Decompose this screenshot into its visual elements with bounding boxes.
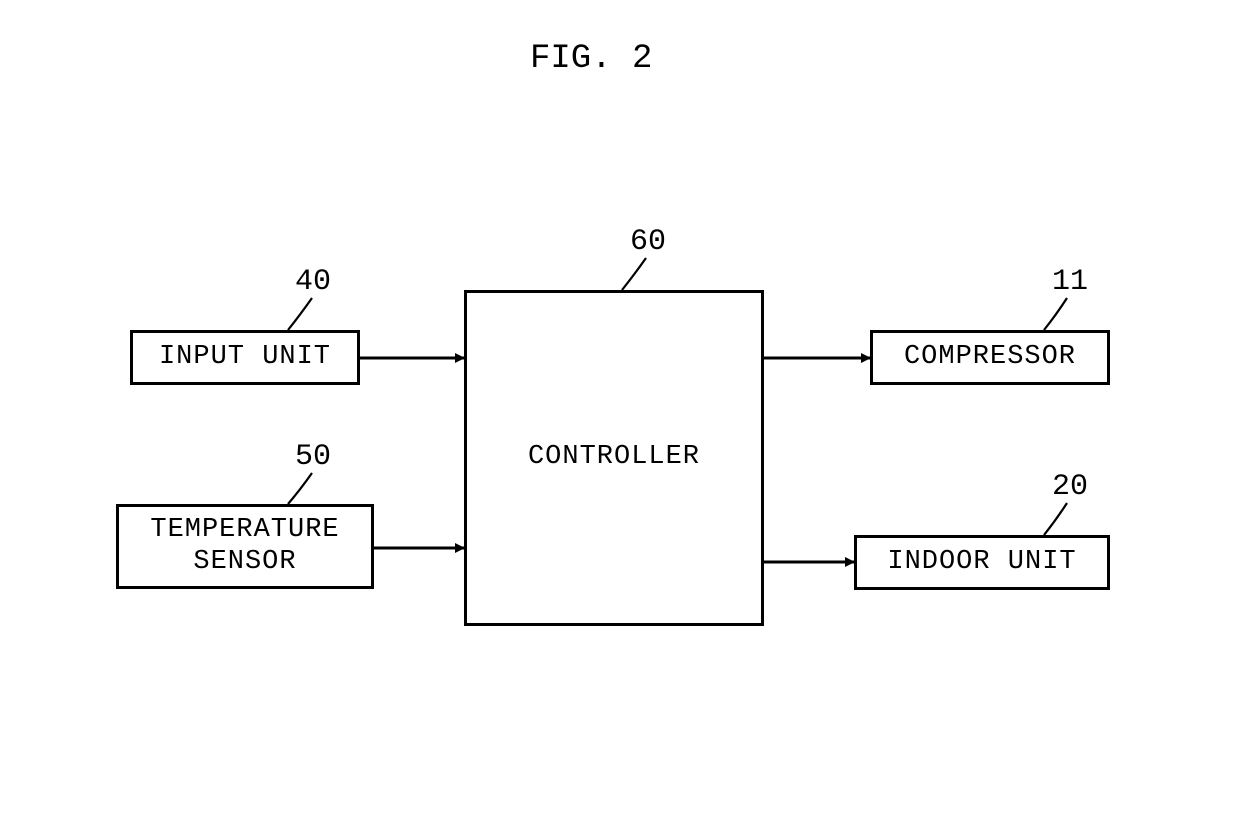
ref-controller: 60: [630, 225, 666, 259]
leader-input_unit: [288, 298, 312, 330]
box-compressor: COMPRESSOR: [870, 330, 1110, 385]
leader-indoor_unit: [1044, 503, 1067, 535]
figure-title: FIG. 2: [530, 40, 652, 78]
diagram-canvas: FIG. 2 INPUT UNIT 40 TEMPERATURE SENSOR …: [0, 0, 1240, 814]
ref-indoor-unit: 20: [1052, 470, 1088, 504]
leader-compressor: [1044, 298, 1067, 330]
ref-input-unit: 40: [295, 265, 331, 299]
leader-controller: [622, 258, 646, 290]
box-temperature-sensor: TEMPERATURE SENSOR: [116, 504, 374, 589]
ref-compressor: 11: [1052, 265, 1088, 299]
ref-temperature-sensor: 50: [295, 440, 331, 474]
box-controller: CONTROLLER: [464, 290, 764, 626]
box-indoor-unit: INDOOR UNIT: [854, 535, 1110, 590]
leader-temp_sensor: [288, 473, 312, 504]
box-input-unit: INPUT UNIT: [130, 330, 360, 385]
